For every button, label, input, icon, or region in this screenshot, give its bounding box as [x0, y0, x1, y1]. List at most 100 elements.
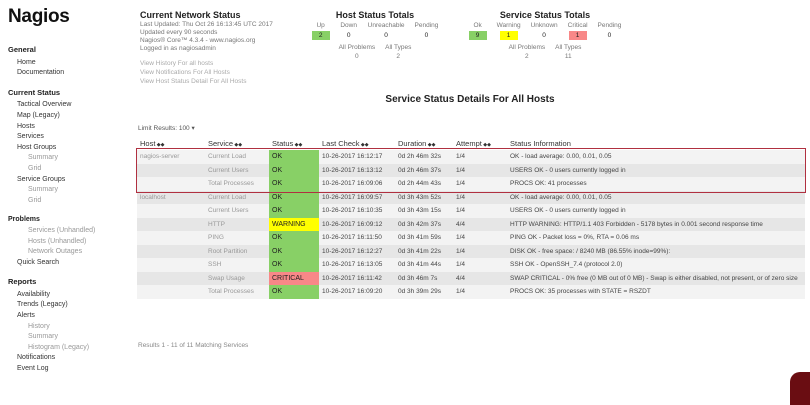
- totals-labels: Ok Warning Unknown Critical Pending: [464, 21, 627, 30]
- attempt: 1/4: [453, 190, 507, 204]
- column-label[interactable]: Last Check: [322, 138, 360, 148]
- service-name[interactable]: SSH: [205, 258, 269, 272]
- limit-select[interactable]: 100: [178, 125, 190, 132]
- service-name[interactable]: Total Processes: [205, 285, 269, 299]
- service-name[interactable]: Total Processes: [205, 177, 269, 191]
- attempt: 1/4: [453, 244, 507, 258]
- totals-label[interactable]: Down: [340, 22, 357, 29]
- totals-count[interactable]: 0: [346, 32, 351, 39]
- last-check: 10-26-2017 16:09:57: [319, 190, 395, 204]
- sort-arrows[interactable]: ◆◆: [233, 141, 243, 148]
- header-link[interactable]: View Host Status Detail For All Hosts: [140, 78, 247, 85]
- nav-link[interactable]: Map (Legacy): [17, 111, 60, 119]
- column-label[interactable]: Host: [140, 138, 156, 148]
- sidebar: General Home Documentation Current Status Ta…: [8, 45, 130, 375]
- column-label[interactable]: Service: [208, 138, 234, 148]
- nav-sublink[interactable]: Grid: [28, 164, 42, 172]
- totals-label[interactable]: Ok: [473, 22, 482, 29]
- totals-label[interactable]: Unknown: [530, 22, 558, 29]
- nav-link[interactable]: Availability: [17, 290, 50, 298]
- nav-link[interactable]: Event Log: [17, 365, 49, 373]
- totals-label[interactable]: Warning: [496, 22, 521, 29]
- summary-label[interactable]: All Types: [555, 44, 582, 51]
- totals-cell: 0: [593, 30, 627, 41]
- status-info: HTTP WARNING: HTTP/1.1 403 Forbidden - 5…: [507, 217, 805, 231]
- header-link[interactable]: View Notifications For All Hosts: [140, 69, 230, 76]
- host-name[interactable]: nagios-server: [140, 153, 180, 161]
- totals-label[interactable]: Critical: [567, 22, 588, 29]
- service-name[interactable]: Current Users: [205, 204, 269, 218]
- column-label[interactable]: Status Information: [510, 138, 571, 148]
- summary-count[interactable]: 2: [396, 53, 401, 60]
- totals-count[interactable]: 0: [607, 32, 612, 39]
- nav-sublink[interactable]: Histogram (Legacy): [28, 343, 90, 351]
- totals-cell: 0: [335, 30, 363, 41]
- nav-link[interactable]: Alerts: [17, 312, 35, 320]
- nav-sublink[interactable]: Network Outages: [28, 248, 83, 256]
- nav-link[interactable]: Tactical Overview: [17, 101, 72, 109]
- totals-count[interactable]: 0: [542, 32, 546, 39]
- service-name[interactable]: Current Users: [205, 163, 269, 177]
- nav-sublink[interactable]: History: [28, 322, 50, 330]
- nav-link[interactable]: Notifications: [17, 354, 56, 362]
- nav-section-title: Current Status: [8, 87, 61, 97]
- nav-link[interactable]: Service Groups: [17, 175, 66, 183]
- nav-sublink[interactable]: Services (Unhandled): [28, 226, 96, 234]
- totals-count[interactable]: 1: [499, 31, 518, 40]
- nav-sublink[interactable]: Summary: [28, 154, 58, 162]
- sort-arrows[interactable]: ◆◆: [481, 141, 491, 148]
- host-name[interactable]: localhost: [140, 193, 166, 201]
- nav-link[interactable]: Services: [17, 133, 44, 141]
- service-name[interactable]: Current Load: [205, 150, 269, 164]
- totals-count[interactable]: 0: [384, 32, 388, 39]
- totals-label[interactable]: Unreachable: [367, 22, 405, 29]
- service-name[interactable]: Root Partition: [205, 244, 269, 258]
- nav-link[interactable]: Quick Search: [17, 258, 60, 266]
- sort-arrows[interactable]: ◆◆: [426, 141, 436, 148]
- logo[interactable]: Nagios: [8, 6, 70, 27]
- nav-link[interactable]: Trends (Legacy): [17, 301, 68, 309]
- service-row: Total Processes OK 10-26-2017 16:09:20 0d 3…: [137, 285, 805, 299]
- totals-label[interactable]: Pending: [414, 22, 439, 29]
- service-name[interactable]: Swap Usage: [205, 271, 269, 285]
- summary-label[interactable]: All Problems: [338, 44, 376, 51]
- header-links: View History For all hosts View Notificat…: [140, 60, 273, 86]
- summary-count[interactable]: 11: [564, 53, 572, 60]
- summary-label[interactable]: All Types: [385, 44, 412, 51]
- sort-arrows[interactable]: ◆◆: [293, 141, 303, 148]
- totals-count[interactable]: 9: [468, 31, 487, 40]
- nav-link[interactable]: Hosts: [17, 122, 35, 130]
- status-cell: OK: [269, 231, 319, 245]
- totals-count[interactable]: 1: [568, 31, 587, 40]
- summary-count[interactable]: 0: [355, 53, 359, 60]
- nav-link[interactable]: Home: [17, 58, 36, 66]
- totals-label[interactable]: Pending: [597, 22, 622, 29]
- sort-arrows[interactable]: ◆◆: [155, 141, 165, 148]
- nav-link[interactable]: Problems: [8, 216, 40, 224]
- summary-count[interactable]: 2: [525, 53, 529, 60]
- summary-label[interactable]: All Problems: [508, 44, 546, 51]
- nav-sublink[interactable]: Summary: [28, 333, 58, 341]
- column-header: Service ◆◆: [205, 136, 269, 150]
- header-link[interactable]: View History For all hosts: [140, 60, 214, 67]
- totals-count[interactable]: 2: [311, 31, 330, 40]
- nav-link[interactable]: Host Groups: [17, 143, 57, 151]
- nav-sublink[interactable]: Grid: [28, 196, 42, 204]
- service-name[interactable]: PING: [205, 231, 269, 245]
- nav-link[interactable]: Documentation: [17, 69, 65, 77]
- nav-sublink[interactable]: Hosts (Unhandled): [28, 237, 87, 245]
- totals-label[interactable]: Up: [316, 22, 325, 29]
- column-label[interactable]: Attempt: [456, 138, 482, 148]
- column-label[interactable]: Status: [272, 138, 294, 148]
- totals-labels: Up Down Unreachable Pending: [307, 21, 444, 30]
- nav-sublink[interactable]: Summary: [28, 186, 58, 194]
- totals-count[interactable]: 0: [424, 32, 429, 39]
- sort-arrows[interactable]: ◆◆: [359, 141, 369, 148]
- service-name[interactable]: HTTP: [205, 217, 269, 231]
- column-label[interactable]: Duration: [398, 138, 427, 148]
- status-info: OK - load average: 0.00, 0.01, 0.05: [507, 190, 805, 204]
- status-cell: OK: [269, 163, 319, 177]
- service-name[interactable]: Current Load: [205, 190, 269, 204]
- totals-counts: 9 1 0 1 0: [464, 30, 627, 41]
